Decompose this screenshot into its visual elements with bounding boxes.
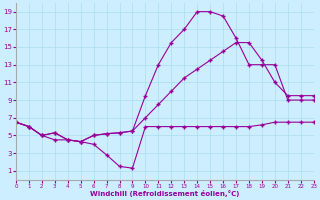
X-axis label: Windchill (Refroidissement éolien,°C): Windchill (Refroidissement éolien,°C) [90, 190, 240, 197]
